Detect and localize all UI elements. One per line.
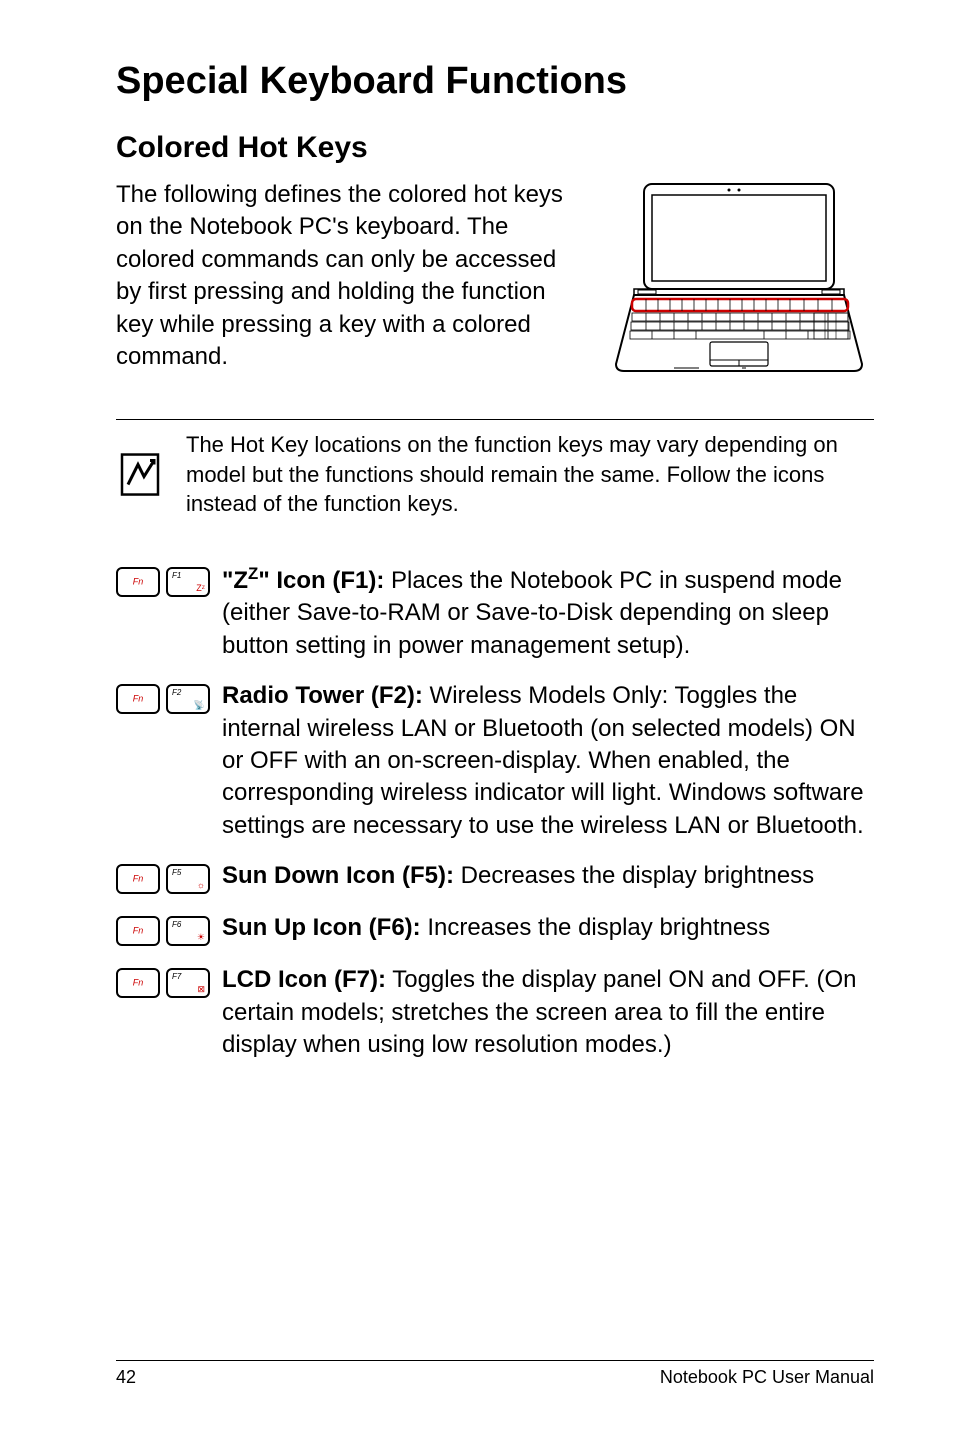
func-bold-f6: Sun Up Icon (F6):	[222, 914, 421, 941]
func-text-f6: Sun Up Icon (F6): Increases the display …	[222, 912, 770, 944]
section-subtitle: Colored Hot Keys	[116, 131, 874, 165]
fn-key-icon: Fn	[116, 968, 160, 998]
intro-text: The following defines the colored hot ke…	[116, 179, 584, 373]
func-bold-f5: Sun Down Icon (F5):	[222, 862, 454, 889]
footer: 42 Notebook PC User Manual	[116, 1360, 874, 1388]
func-row-f5: Fn F5 ☼ Sun Down Icon (F5): Decreases th…	[116, 860, 874, 894]
key-pair: Fn F7 ⊠	[116, 964, 210, 998]
note-icon	[116, 430, 164, 519]
page-number: 42	[116, 1367, 136, 1388]
func-text-f7: LCD Icon (F7): Toggles the display panel…	[222, 964, 874, 1061]
func-desc-f5: Decreases the display brightness	[454, 862, 814, 889]
fn-key-icon: Fn	[116, 916, 160, 946]
f1-key-icon: F1 Zᶻ	[166, 567, 210, 597]
laptop-illustration	[604, 179, 874, 379]
func-desc-f6: Increases the display brightness	[421, 914, 771, 941]
func-bold-f2: Radio Tower (F2):	[222, 682, 423, 709]
f2-key-icon: F2 📡	[166, 684, 210, 714]
f6-key-icon: F6 ☀	[166, 916, 210, 946]
func-text-f2: Radio Tower (F2): Wireless Models Only: …	[222, 680, 874, 842]
func-bold-f1: "ZZ" Icon (F1):	[222, 567, 384, 594]
f5-key-icon: F5 ☼	[166, 864, 210, 894]
fn-key-icon: Fn	[116, 684, 160, 714]
func-row-f1: Fn F1 Zᶻ "ZZ" Icon (F1): Places the Note…	[116, 563, 874, 662]
key-pair: Fn F5 ☼	[116, 860, 210, 894]
func-bold-f7: LCD Icon (F7):	[222, 966, 386, 993]
footer-label: Notebook PC User Manual	[660, 1367, 874, 1388]
note-block: The Hot Key locations on the function ke…	[116, 419, 874, 529]
func-row-f6: Fn F6 ☀ Sun Up Icon (F6): Increases the …	[116, 912, 874, 946]
func-text-f1: "ZZ" Icon (F1): Places the Notebook PC i…	[222, 563, 874, 662]
key-pair: Fn F6 ☀	[116, 912, 210, 946]
page-title: Special Keyboard Functions	[116, 60, 874, 103]
fn-key-icon: Fn	[116, 864, 160, 894]
f7-key-icon: F7 ⊠	[166, 968, 210, 998]
func-row-f7: Fn F7 ⊠ LCD Icon (F7): Toggles the displ…	[116, 964, 874, 1061]
key-pair: Fn F1 Zᶻ	[116, 563, 210, 597]
fn-key-icon: Fn	[116, 567, 160, 597]
func-text-f5: Sun Down Icon (F5): Decreases the displa…	[222, 860, 814, 892]
note-text: The Hot Key locations on the function ke…	[186, 430, 874, 519]
intro-row: The following defines the colored hot ke…	[116, 179, 874, 379]
page: Special Keyboard Functions Colored Hot K…	[0, 0, 954, 1438]
key-pair: Fn F2 📡	[116, 680, 210, 714]
func-row-f2: Fn F2 📡 Radio Tower (F2): Wireless Model…	[116, 680, 874, 842]
